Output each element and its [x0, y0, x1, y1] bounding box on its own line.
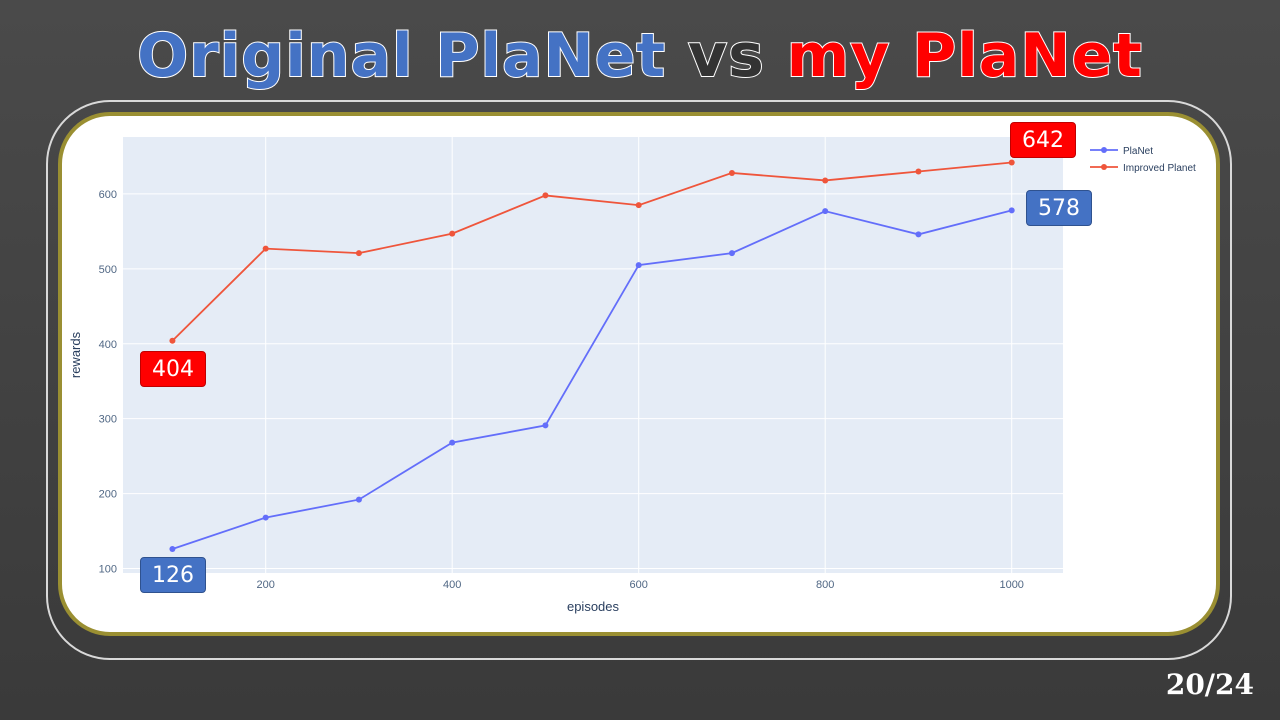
title-my-planet: my PlaNet	[786, 20, 1143, 92]
legend-label: Improved Planet	[1123, 163, 1196, 174]
page-number: 20/24	[1165, 668, 1254, 701]
series-line-planet	[172, 209, 1012, 550]
x-tick-label: 800	[816, 579, 834, 591]
y-tick-label: 100	[99, 564, 117, 576]
y-tick-label: 400	[99, 339, 117, 351]
x-tick-label: 600	[630, 579, 648, 591]
callout-planet-max: 578	[1026, 190, 1092, 226]
data-point	[1008, 207, 1015, 214]
chart-panel: 200 400 600 800 1000 100 200 300 400 500 600 episod…	[58, 112, 1220, 636]
callout-improved-max: 642	[1010, 122, 1076, 158]
x-tick-label: 400	[443, 579, 461, 591]
x-axis-label: episodes	[567, 599, 620, 614]
callout-improved-min: 404	[140, 351, 206, 387]
legend-marker	[1101, 147, 1107, 153]
data-point	[542, 192, 549, 199]
y-tick-label: 300	[99, 414, 117, 426]
data-point	[542, 422, 549, 429]
y-tick-label: 600	[99, 189, 117, 201]
data-point	[355, 496, 362, 503]
plot-background	[123, 137, 1063, 573]
data-point	[449, 230, 456, 237]
data-point	[169, 546, 176, 553]
series-line-improved-planet	[171, 161, 1012, 342]
data-point	[822, 208, 829, 215]
data-point	[262, 514, 269, 521]
data-point	[355, 250, 362, 257]
outer-frame	[46, 100, 1232, 660]
data-point	[915, 168, 922, 175]
data-point	[1008, 159, 1015, 166]
y-tick-label: 200	[99, 489, 117, 501]
data-point	[169, 337, 176, 344]
data-point	[822, 177, 829, 184]
data-point	[915, 231, 922, 238]
data-point	[728, 169, 735, 176]
x-tick-label: 200	[256, 579, 274, 591]
slide-title: Original PlaNet vs my PlaNet	[0, 14, 1280, 98]
data-point	[728, 250, 735, 257]
line-chart: 200 400 600 800 1000 100 200 300 400 500 600 episod…	[68, 137, 1196, 614]
data-point	[635, 262, 642, 269]
data-point	[449, 439, 456, 446]
y-axis-label: rewards	[68, 331, 83, 378]
data-point	[635, 202, 642, 209]
x-tick-label: 1000	[999, 579, 1023, 591]
title-vs: vs	[687, 20, 765, 92]
legend-marker	[1101, 164, 1107, 170]
legend-label: PlaNet	[1123, 146, 1153, 157]
title-original-planet: Original PlaNet	[136, 20, 667, 92]
callout-planet-min: 126	[140, 557, 206, 593]
y-tick-label: 500	[99, 264, 117, 276]
data-point	[262, 245, 269, 252]
